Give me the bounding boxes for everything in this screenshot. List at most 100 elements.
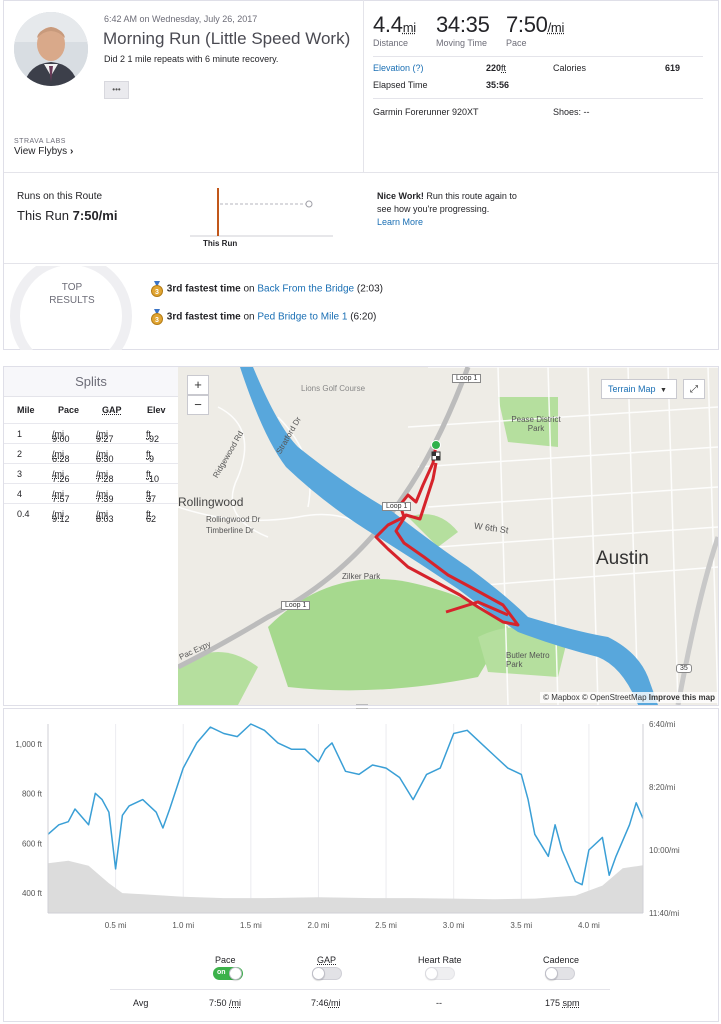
nice-work-title: Nice Work!: [377, 191, 424, 201]
view-flybys-label: View Flybys: [14, 146, 68, 157]
split-mile: 3: [17, 469, 23, 479]
zoom-out-button[interactable]: −: [187, 395, 209, 415]
elevation-value: 220ft: [486, 63, 506, 73]
top-result-time: (2:03): [354, 283, 384, 295]
split-gap: 9:27 /mi: [96, 429, 114, 444]
more-actions-button[interactable]: •••: [104, 81, 129, 99]
avg-gap-value: 7:46: [311, 998, 329, 1008]
split-pace: 9:00 /mi: [52, 429, 70, 444]
strava-labs-label: STRAVA LABS: [14, 138, 66, 145]
splits-row[interactable]: 2 6:28 /mi 6:30 /mi -9 ft: [4, 443, 179, 464]
cadence-toggle[interactable]: [545, 967, 575, 980]
split-elev: -92 ft: [146, 429, 160, 444]
x-tick-label: 2.5 mi: [375, 921, 397, 930]
split-gap: 6:30 /mi: [96, 449, 114, 464]
splits-header-row: Mile Pace GAP Elev: [4, 397, 178, 423]
split-pace: 9:12 /mi: [52, 509, 70, 524]
route-map[interactable]: Austin Rollingwood Zilker Park Pease Dis…: [178, 367, 718, 705]
pace-label: Pace: [506, 38, 527, 48]
pace-toggle-label: Pace: [215, 955, 236, 965]
map-label-zilker: Zilker Park: [342, 572, 381, 581]
chevron-right-icon: ›: [69, 146, 74, 157]
activity-title: Morning Run (Little Speed Work): [103, 29, 351, 48]
heart-rate-toggle[interactable]: [425, 967, 455, 980]
avatar-image: [14, 12, 88, 86]
map-label-lions: Lions Golf Course: [301, 384, 366, 393]
improve-map-link[interactable]: Improve this map: [648, 693, 715, 702]
toggle-knob: [545, 967, 558, 980]
pace-toggle[interactable]: on: [213, 967, 243, 980]
segment-link[interactable]: Back From the Bridge: [257, 283, 355, 295]
this-run-label: This Run: [17, 208, 70, 223]
toggle-knob: [229, 967, 242, 980]
map-label-timberline: Timberline Dr: [206, 526, 254, 535]
route-this-run: This Run 7:50/mi: [17, 208, 117, 223]
gap-toggle[interactable]: [312, 967, 342, 980]
splits-row[interactable]: 4 7:57 /mi 7:39 /mi 37 ft: [4, 483, 179, 504]
route-average-dot: [305, 200, 313, 208]
terrain-map-dropdown[interactable]: Terrain Map ▼: [601, 379, 677, 399]
toggle-knob: [312, 967, 325, 980]
avg-pace-value: 7:50: [209, 998, 227, 1008]
medal-icon: 3: [150, 309, 164, 325]
splits-panel: Splits Mile Pace GAP Elev 1 9:00 /mi 9:27 …: [4, 367, 179, 705]
route-line: [374, 444, 520, 627]
map-label-pease: Pease District Park: [511, 415, 561, 433]
route-divider: [4, 263, 718, 264]
zoom-in-button[interactable]: +: [187, 375, 209, 395]
splits-col-pace: Pace: [58, 405, 80, 415]
analysis-card: [3, 708, 719, 1022]
pace-value: 7:50: [506, 12, 548, 37]
elevation-help-link[interactable]: Elevation (?): [373, 63, 424, 73]
distance-unit: mi: [402, 20, 416, 35]
map-shield-i35: 35: [676, 664, 692, 673]
map-canvas: [178, 367, 718, 705]
avg-pace-unit: /mi: [229, 998, 242, 1008]
this-run-value: 7:50/mi: [72, 208, 118, 223]
x-tick-label: 3.0 mi: [443, 921, 465, 930]
segment-link[interactable]: Ped Bridge to Mile 1: [257, 311, 348, 323]
splits-row[interactable]: 0.4 9:12 /mi 8:03 /mi 62 ft: [4, 503, 179, 524]
top-results-heading: TOP RESULTS: [44, 281, 100, 307]
stats-divider-1: [373, 56, 703, 57]
map-shield-loop1: Loop 1: [452, 374, 482, 383]
medal-icon: 3: [150, 281, 164, 297]
learn-more-link[interactable]: Learn More: [377, 217, 424, 227]
distance-value: 4.4: [373, 12, 403, 37]
y-left-tick-label: 800 ft: [22, 790, 43, 799]
top-result-on: on: [240, 283, 258, 295]
elevation-pace-chart[interactable]: 0.5 mi 1.0 mi 1.5 mi 2.0 mi 2.5 mi 3.0 mi 3.5 …: [0, 710, 721, 932]
expand-icon: ⤢: [690, 384, 698, 395]
resize-handle[interactable]: [356, 704, 368, 709]
splits-col-mile: Mile: [17, 405, 35, 415]
split-elev: 37 ft: [146, 489, 157, 504]
avg-pace: 7:50 /mi: [209, 998, 241, 1008]
split-mile: 2: [17, 449, 23, 459]
splits-row[interactable]: 3 7:26 /mi 7:28 /mi -10 ft: [4, 463, 179, 484]
y-left-tick-label: 600 ft: [22, 839, 43, 848]
toggle-knob: [425, 967, 438, 980]
nice-work-message: Nice Work! Run this route again to see h…: [377, 190, 527, 229]
splits-row[interactable]: 1 9:00 /mi 9:27 /mi -92 ft: [4, 423, 179, 444]
split-pace: 7:26 /mi: [52, 469, 70, 484]
start-marker[interactable]: [431, 440, 441, 450]
map-shield-loop1: Loop 1: [281, 601, 311, 610]
avg-cadence: 175 spm: [545, 998, 580, 1008]
loop1-highway: [178, 367, 471, 670]
avg-cadence-value: 175: [545, 998, 561, 1008]
pace-line: [47, 723, 644, 886]
map-label-butler: Butler Metro Park: [506, 651, 550, 669]
avatar[interactable]: [14, 12, 88, 86]
top-result-item: 3 3rd fastest time on Back From the Brid…: [150, 281, 383, 297]
fullscreen-button[interactable]: ⤢: [683, 379, 705, 399]
split-pace: 7:57 /mi: [52, 489, 70, 504]
split-gap: 8:03 /mi: [96, 509, 114, 524]
cadence-toggle-label: Cadence: [543, 955, 580, 965]
view-flybys-link[interactable]: View Flybys ›: [14, 146, 73, 157]
avg-label: Avg: [133, 998, 149, 1008]
route-comparison-chart: [190, 188, 333, 237]
svg-text:3: 3: [155, 289, 159, 296]
i35-highway: [675, 536, 718, 705]
split-mile: 1: [17, 429, 23, 439]
x-tick-label: 1.5 mi: [240, 921, 262, 930]
